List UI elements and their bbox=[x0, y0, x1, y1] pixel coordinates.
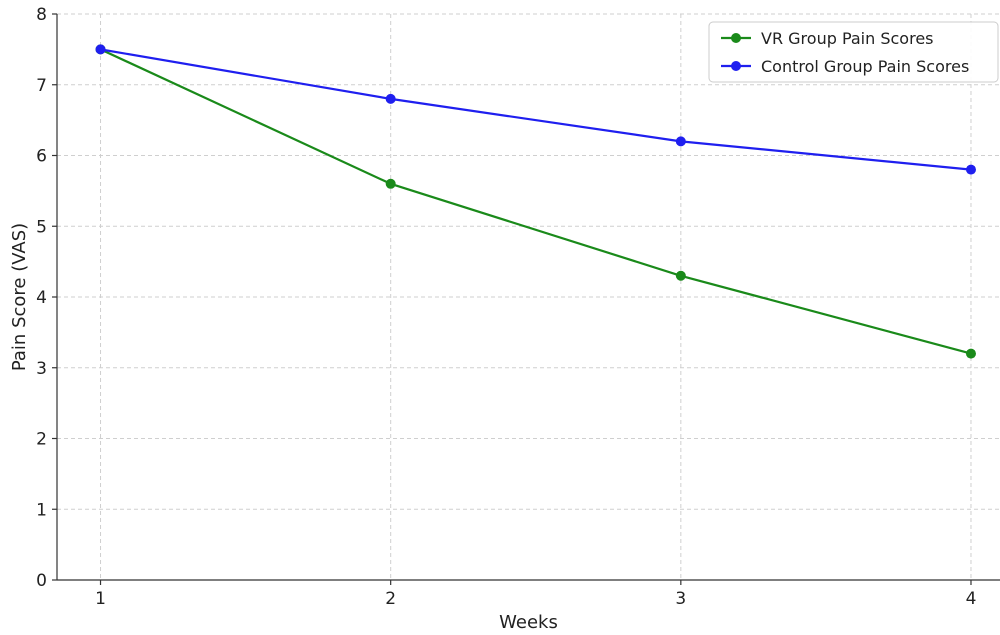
x-tick-label: 1 bbox=[95, 589, 106, 609]
y-tick-label: 2 bbox=[36, 430, 47, 450]
x-axis-label: Weeks bbox=[499, 612, 558, 633]
x-tick-label: 3 bbox=[675, 589, 686, 609]
data-point bbox=[675, 270, 686, 281]
data-point bbox=[965, 348, 976, 359]
data-point bbox=[385, 93, 396, 104]
y-tick-label: 8 bbox=[36, 5, 47, 25]
series-vr-group bbox=[95, 44, 976, 359]
series-line bbox=[100, 48, 972, 355]
legend-label: VR Group Pain Scores bbox=[761, 29, 934, 48]
x-tick-label: 2 bbox=[385, 589, 396, 609]
series-control-group bbox=[95, 44, 976, 175]
legend-marker bbox=[731, 61, 741, 71]
y-tick-label: 6 bbox=[36, 147, 47, 167]
data-point bbox=[965, 164, 976, 175]
y-tick-label: 5 bbox=[36, 217, 47, 237]
legend-label: Control Group Pain Scores bbox=[761, 57, 969, 76]
tick-labels: 1 2 3 4 0 1 2 3 4 5 6 7 8 bbox=[36, 5, 976, 609]
data-point bbox=[675, 136, 686, 147]
series-lines bbox=[95, 44, 976, 359]
series-line bbox=[100, 48, 972, 171]
y-tick-label: 0 bbox=[36, 571, 47, 591]
y-tick-label: 7 bbox=[36, 76, 47, 96]
y-tick-label: 4 bbox=[36, 288, 47, 308]
legend-box bbox=[708, 21, 999, 83]
y-axis-label: Pain Score (VAS) bbox=[9, 223, 30, 371]
legend: VR Group Pain Scores Control Group Pain S… bbox=[708, 21, 999, 83]
legend-marker bbox=[731, 33, 741, 43]
grid bbox=[57, 13, 1000, 581]
data-point bbox=[95, 44, 106, 55]
y-tick-label: 1 bbox=[36, 500, 47, 520]
axis-labels: Weeks Pain Score (VAS) bbox=[9, 223, 558, 633]
data-point bbox=[385, 178, 396, 189]
x-tick-label: 4 bbox=[966, 589, 977, 609]
y-tick-label: 3 bbox=[36, 359, 47, 379]
